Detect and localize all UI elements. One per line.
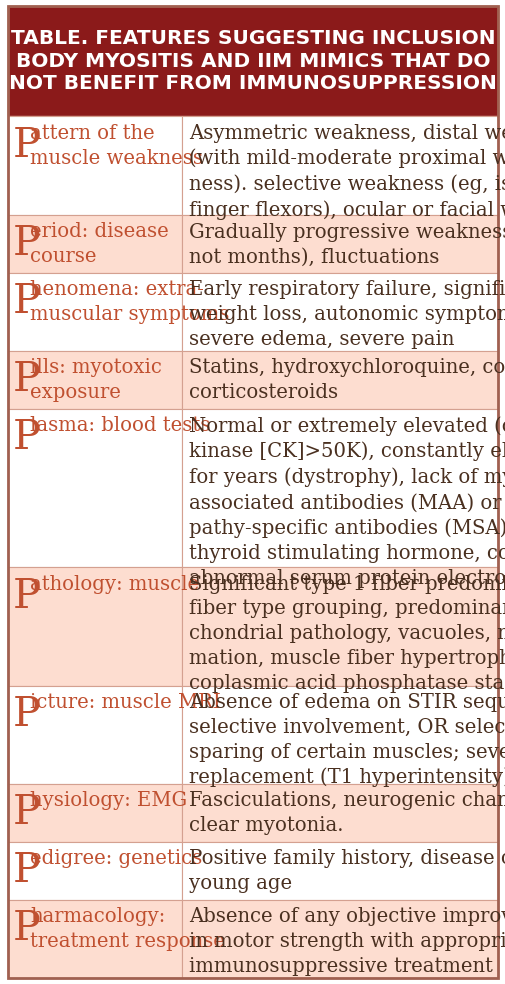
Bar: [8, 686, 182, 784]
Bar: [182, 568, 497, 686]
Bar: [8, 215, 182, 273]
Bar: [8, 116, 182, 215]
Text: Asymmetric weakness, distal weakness
(with mild-moderate proximal weak-
ness). s: Asymmetric weakness, distal weakness (wi…: [189, 124, 505, 219]
Text: P: P: [13, 282, 41, 322]
Bar: [182, 408, 497, 568]
Text: P: P: [13, 360, 41, 400]
Text: Early respiratory failure, significant
weight loss, autonomic symptoms,
severe e: Early respiratory failure, significant w…: [189, 280, 505, 348]
Bar: [8, 273, 182, 350]
Text: P: P: [13, 793, 41, 833]
Text: P: P: [13, 126, 41, 166]
Text: eriod: disease
course: eriod: disease course: [30, 222, 169, 266]
Text: henomena: extra-
muscular symptoms: henomena: extra- muscular symptoms: [30, 280, 229, 324]
Bar: [8, 568, 182, 686]
Bar: [8, 900, 182, 978]
Text: Statins, hydroxychloroquine, colchicine,
corticosteroids: Statins, hydroxychloroquine, colchicine,…: [189, 358, 505, 401]
Bar: [8, 408, 182, 568]
Bar: [8, 6, 497, 116]
Text: edigree: genetics: edigree: genetics: [30, 849, 202, 868]
Bar: [182, 842, 497, 900]
Bar: [8, 842, 182, 900]
Bar: [8, 350, 182, 408]
Bar: [182, 273, 497, 350]
Text: P: P: [13, 418, 41, 459]
Text: P: P: [13, 695, 41, 735]
Bar: [182, 784, 497, 842]
Bar: [182, 686, 497, 784]
Text: Gradually progressive weakness (years,
not months), fluctuations: Gradually progressive weakness (years, n…: [189, 222, 505, 267]
Text: icture: muscle MRI: icture: muscle MRI: [30, 693, 221, 712]
Text: Fasciculations, neurogenic changes,
clear myotonia.: Fasciculations, neurogenic changes, clea…: [189, 791, 505, 835]
Text: Absence of edema on STIR sequence,
selective involvement, OR selective
sparing o: Absence of edema on STIR sequence, selec…: [189, 693, 505, 787]
Bar: [182, 116, 497, 215]
Text: P: P: [13, 577, 41, 617]
Bar: [182, 215, 497, 273]
Bar: [182, 900, 497, 978]
Text: Significant type 1 fiber predominance,
fiber type grouping, predominant mito-
ch: Significant type 1 fiber predominance, f…: [189, 575, 505, 693]
Text: Positive family history, disease onset at
young age: Positive family history, disease onset a…: [189, 849, 505, 893]
Bar: [8, 784, 182, 842]
Text: ills: myotoxic
exposure: ills: myotoxic exposure: [30, 358, 162, 401]
Text: Absence of any objective improvement
in motor strength with appropriate
immunosu: Absence of any objective improvement in …: [189, 907, 505, 976]
Text: athology: muscle: athology: muscle: [30, 575, 199, 593]
Text: P: P: [13, 224, 41, 264]
Text: lasma: blood tests: lasma: blood tests: [30, 416, 210, 435]
Text: P: P: [13, 851, 41, 892]
Text: TABLE. FEATURES SUGGESTING INCLUSION
BODY MYOSITIS AND IIM MIMICS THAT DO
NOT BE: TABLE. FEATURES SUGGESTING INCLUSION BOD…: [9, 29, 496, 93]
Text: hysiology: EMG: hysiology: EMG: [30, 791, 187, 811]
Text: attern of the
muscle weakness: attern of the muscle weakness: [30, 124, 203, 167]
Bar: [182, 350, 497, 408]
Text: P: P: [13, 909, 41, 950]
Text: Normal or extremely elevated (creatine
kinase [CK]>50K), constantly elevated CK
: Normal or extremely elevated (creatine k…: [189, 416, 505, 587]
Text: harmacology:
treatment response: harmacology: treatment response: [30, 907, 225, 952]
